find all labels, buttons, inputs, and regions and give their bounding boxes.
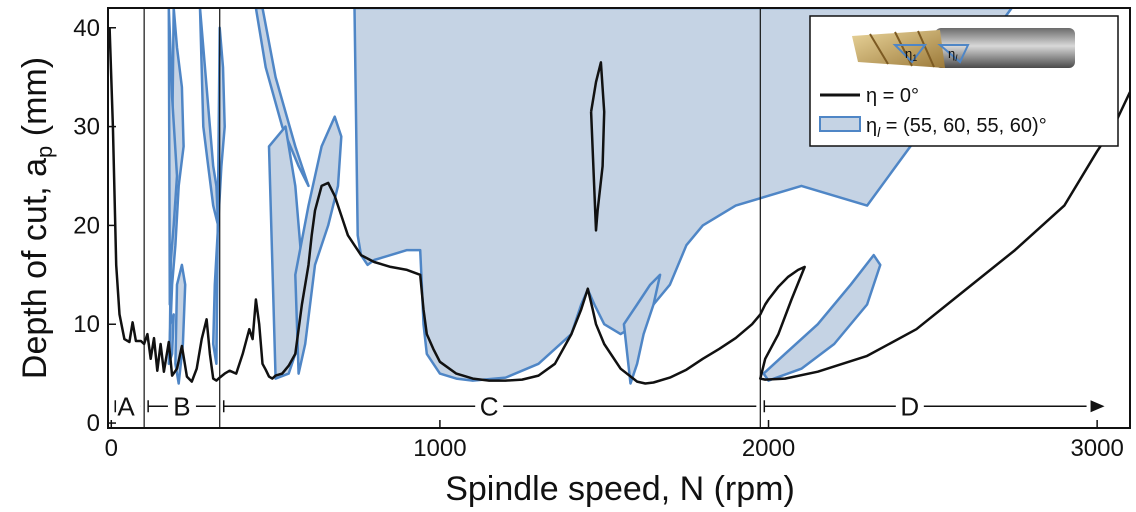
region-label-A: A [117, 391, 135, 421]
y-tick-label-20: 20 [73, 212, 100, 239]
x-tick-label-3000: 3000 [1070, 435, 1123, 462]
series-baseline [108, 27, 1130, 385]
tool-shank [935, 28, 1075, 68]
legend-label-baseline: η = 0° [866, 85, 919, 107]
region-markers: A B C D [114, 391, 1105, 421]
y-tick-label-0: 0 [87, 410, 100, 437]
tool-image: η1 ηl [852, 28, 1075, 68]
y-axis-title-main: Depth of cut, a [16, 158, 54, 379]
y-axis-title-sub: p [32, 146, 57, 158]
legend-swatch-variable [819, 116, 861, 132]
variable-region-4 [211, 26, 226, 366]
y-tick-label-30: 30 [73, 114, 100, 141]
variable-region-7 [254, 8, 310, 188]
variable-region-3 [198, 8, 220, 227]
region-label-D: D [900, 391, 919, 421]
y-tick-label-10: 10 [73, 311, 100, 338]
etal-label: ηl [948, 46, 958, 63]
x-axis-title: Spindle speed, N (rpm) [445, 470, 795, 508]
region-arrow-head [1090, 400, 1105, 413]
variable-region-12 [762, 253, 882, 382]
y-axis-title-unit: (mm) [16, 57, 54, 146]
plot-frame [107, 7, 1131, 429]
eta1-label: η1 [905, 46, 917, 63]
region-boundaries [143, 8, 761, 428]
variable-region-5 [174, 263, 187, 385]
variable-region-9 [294, 115, 343, 375]
legend-label-variable: ηl = (55, 60, 55, 60)° [866, 115, 1047, 140]
y-axis-title: Depth of cut, ap (mm) [16, 57, 57, 379]
variable-region-2 [167, 8, 179, 306]
x-tick-label-2000: 2000 [742, 435, 795, 462]
helix-marker-1 [892, 44, 928, 64]
axis-ticks: 0 1000 2000 3000 0 10 20 30 40 [73, 15, 1124, 462]
baseline-stability-lobes [108, 27, 1130, 385]
x-tick-label-1000: 1000 [413, 435, 466, 462]
series-baseline_island [589, 61, 606, 232]
y-tick-label-40: 40 [73, 15, 100, 42]
region-label-C: C [480, 391, 499, 421]
legend: η1 ηl η = 0° ηl = (55, 60, 55, 60)° [809, 15, 1119, 147]
helix-marker-l [937, 44, 970, 64]
region-label-B: B [173, 391, 190, 421]
x-tick-label-0: 0 [105, 435, 118, 462]
